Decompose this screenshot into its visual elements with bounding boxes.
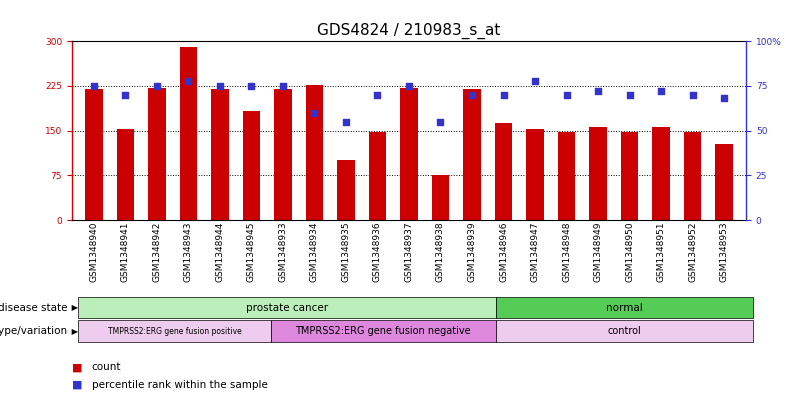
Point — [371, 92, 384, 98]
Point — [434, 119, 447, 125]
Bar — [464, 89, 480, 220]
Text: ▶: ▶ — [69, 327, 77, 336]
Bar — [306, 85, 323, 220]
Point — [88, 83, 101, 89]
Bar — [527, 129, 543, 220]
Bar — [558, 132, 575, 220]
Point — [528, 77, 541, 84]
Point — [686, 92, 699, 98]
Bar — [401, 88, 417, 220]
Bar — [85, 89, 102, 220]
Text: ▶: ▶ — [69, 303, 77, 312]
Point — [182, 77, 195, 84]
Point — [402, 83, 415, 89]
Bar — [684, 132, 701, 220]
Point — [119, 92, 132, 98]
Bar — [621, 132, 638, 220]
Text: TMPRSS2:ERG gene fusion positive: TMPRSS2:ERG gene fusion positive — [108, 327, 242, 336]
Text: normal: normal — [606, 303, 642, 312]
Point — [623, 92, 636, 98]
Point — [465, 92, 478, 98]
Bar — [716, 144, 733, 220]
Point — [591, 88, 604, 94]
Point — [654, 88, 667, 94]
Text: genotype/variation: genotype/variation — [0, 326, 68, 336]
Text: TMPRSS2:ERG gene fusion negative: TMPRSS2:ERG gene fusion negative — [295, 326, 471, 336]
Point — [340, 119, 353, 125]
Bar — [243, 111, 260, 220]
Bar — [275, 89, 291, 220]
Text: count: count — [92, 362, 121, 373]
Text: prostate cancer: prostate cancer — [246, 303, 328, 312]
Point — [277, 83, 290, 89]
Text: percentile rank within the sample: percentile rank within the sample — [92, 380, 267, 390]
Bar — [117, 129, 134, 220]
Bar — [148, 88, 165, 220]
Text: ■: ■ — [72, 380, 86, 390]
Point — [308, 110, 321, 116]
Bar — [211, 89, 228, 220]
Bar — [180, 47, 197, 220]
Text: disease state: disease state — [0, 303, 68, 312]
Bar — [369, 132, 386, 220]
Text: ■: ■ — [72, 362, 86, 373]
Title: GDS4824 / 210983_s_at: GDS4824 / 210983_s_at — [318, 22, 500, 39]
Bar — [653, 127, 670, 220]
Point — [245, 83, 258, 89]
Text: control: control — [607, 326, 641, 336]
Point — [560, 92, 573, 98]
Bar — [495, 123, 512, 220]
Point — [717, 95, 730, 102]
Point — [214, 83, 227, 89]
Bar — [590, 127, 606, 220]
Bar — [338, 160, 354, 220]
Point — [151, 83, 164, 89]
Bar — [432, 175, 449, 220]
Point — [497, 92, 510, 98]
